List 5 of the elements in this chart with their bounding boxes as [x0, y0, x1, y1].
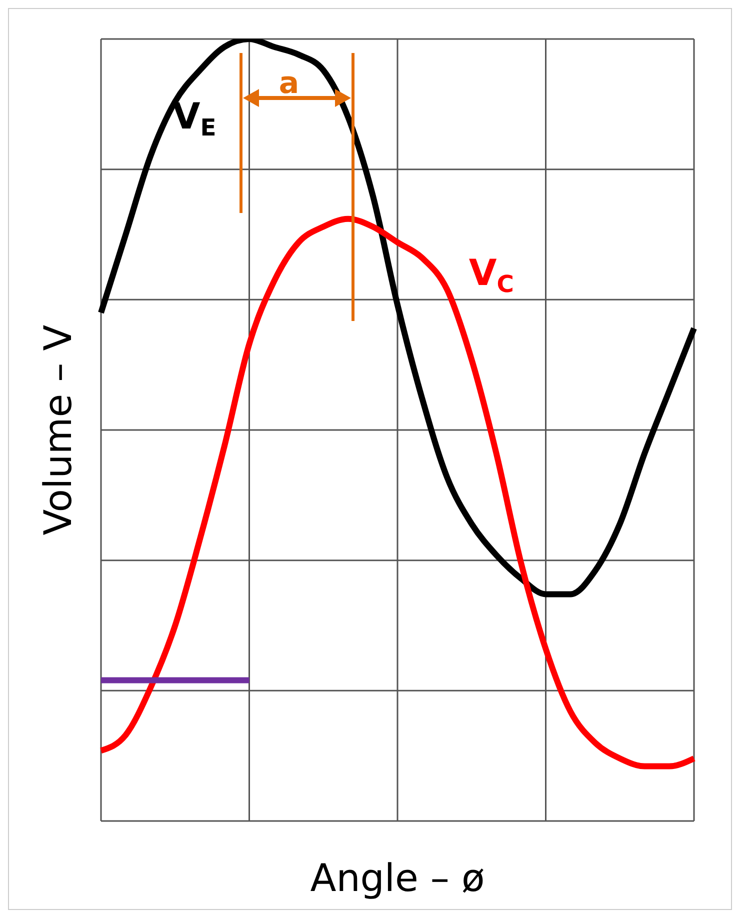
series-label: V$_{E}$ — [172, 96, 216, 142]
annotation: a — [278, 66, 300, 101]
x-axis-title: Angle – ø — [310, 856, 485, 900]
series-label: V$_{C}$ — [468, 253, 514, 298]
y-axis-title: Volume – V — [36, 324, 80, 536]
